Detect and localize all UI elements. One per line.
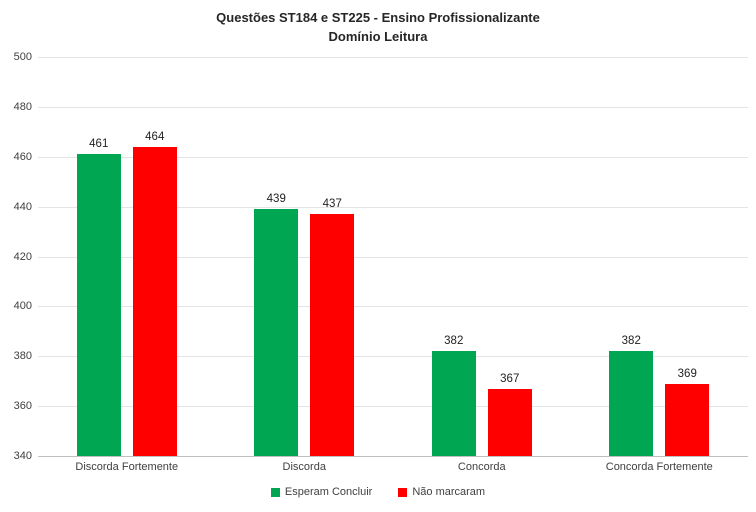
x-category-label: Concorda	[457, 461, 506, 473]
legend-label: Esperam Concluir	[284, 486, 373, 498]
y-tick-label: 440	[13, 200, 32, 213]
bar-unit: 382	[431, 335, 476, 456]
bar-group: 461 464	[38, 57, 216, 456]
chart-title-line-2: Domínio Leitura	[328, 29, 428, 44]
bar-value-label: 369	[677, 367, 697, 380]
bar-value-label: 437	[322, 198, 342, 211]
bar	[76, 154, 121, 456]
bar	[310, 214, 355, 456]
bar	[609, 351, 654, 456]
bar-unit: 464	[132, 130, 177, 456]
bar-unit: 369	[665, 367, 710, 456]
legend-item: Esperam Concluir	[270, 486, 373, 498]
y-tick-label: 400	[13, 300, 32, 313]
bar-unit: 439	[254, 193, 299, 456]
y-tick-label: 340	[13, 450, 32, 462]
bar-value-label: 382	[444, 335, 464, 348]
bar	[254, 209, 299, 456]
bar-value-label: 439	[266, 193, 286, 206]
legend-item: Não marcaram	[398, 486, 485, 498]
gridline	[38, 356, 748, 358]
bar-value-label: 367	[500, 372, 520, 385]
bar-unit: 382	[609, 335, 654, 456]
y-axis: 340 360 380 400 420 440 460 480 500	[0, 51, 32, 462]
gridline	[38, 406, 748, 408]
bar-unit: 367	[487, 372, 532, 456]
legend-label: Não marcaram	[412, 486, 486, 498]
gridline	[38, 206, 748, 208]
gridline	[38, 156, 748, 158]
bar-group: 382 369	[571, 57, 749, 456]
y-tick-label: 460	[13, 150, 32, 163]
y-tick-label: 380	[13, 350, 32, 363]
chart-title-line-1: Questões ST184 e ST225 - Ensino Profissi…	[216, 10, 540, 25]
y-tick-label: 480	[13, 100, 32, 113]
plot-area: 461 464 439 437 382 367 382 369	[38, 57, 749, 457]
x-axis-line	[38, 456, 748, 457]
x-axis-category-labels: Discorda Fortemente Discorda Concorda Conco…	[38, 461, 748, 473]
bar-unit: 461	[76, 138, 121, 456]
gridline	[38, 106, 748, 108]
x-category-label: Concorda Fortemente	[605, 461, 713, 473]
bar-group: 439 437	[216, 57, 394, 456]
legend-swatch-icon	[270, 487, 280, 497]
y-tick-label: 360	[13, 400, 32, 413]
bar	[132, 146, 177, 456]
gridline	[38, 57, 748, 58]
bar	[487, 388, 532, 456]
bar-value-label: 464	[145, 130, 165, 143]
y-tick-label: 500	[13, 51, 32, 63]
legend-swatch-icon	[398, 487, 408, 497]
bar-value-label: 382	[621, 335, 641, 348]
gridline	[38, 306, 748, 308]
gridline	[38, 256, 748, 258]
x-category-label: Discorda Fortemente	[75, 461, 179, 473]
bar	[431, 351, 476, 456]
bar	[665, 383, 710, 456]
bar-group: 382 367	[393, 57, 571, 456]
chart-title: Questões ST184 e ST225 - Ensino Profissi…	[0, 8, 756, 46]
x-category-label: Discorda	[282, 461, 326, 473]
bar-unit: 437	[310, 198, 355, 456]
legend: Esperam Concluir Não marcaram	[0, 486, 756, 498]
bar-value-label: 461	[89, 138, 109, 151]
y-tick-label: 420	[13, 250, 32, 263]
